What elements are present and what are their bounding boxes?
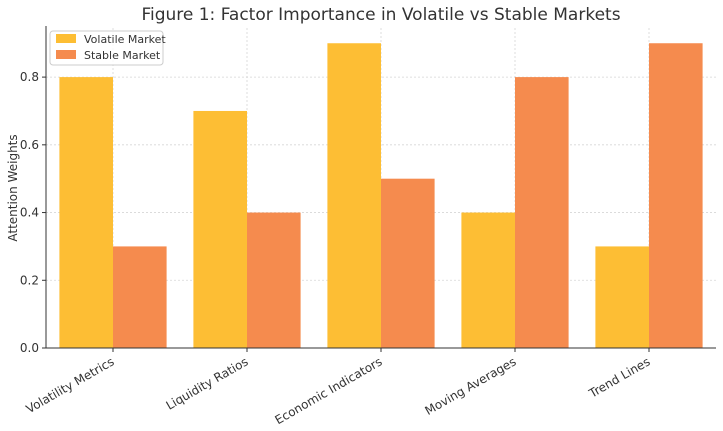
x-tick-label: Moving Averages: [423, 354, 519, 417]
x-tick-label: Volatility Metrics: [24, 354, 117, 416]
legend-swatch: [56, 34, 76, 43]
x-ticks: Volatility Metrics Liquidity Ratios Econom…: [24, 348, 653, 427]
y-tick-label: 0.4: [20, 206, 39, 220]
y-axis-label: Attention Weights: [6, 134, 20, 241]
chart-title: Figure 1: Factor Importance in Volatile …: [141, 5, 620, 25]
bar-stable: [649, 43, 703, 348]
legend-label: Volatile Market: [84, 33, 166, 46]
y-tick-label: 0.8: [20, 70, 39, 84]
y-tick-label: 0.6: [20, 138, 39, 152]
legend-label: Stable Market: [84, 49, 161, 62]
bar-volatile: [461, 212, 515, 348]
bar-volatile: [193, 110, 247, 349]
bar-volatile: [327, 43, 381, 348]
bars: [59, 43, 703, 349]
x-tick-label: Economic Indicators: [273, 354, 385, 427]
bar-stable: [247, 212, 301, 348]
x-tick-label: Liquidity Ratios: [164, 354, 251, 412]
x-tick-label: Trend Lines: [586, 354, 653, 401]
y-tick-label: 0.0: [20, 341, 39, 355]
legend: Volatile Market Stable Market: [49, 30, 166, 66]
y-ticks: 0.0 0.2 0.4 0.6 0.8: [20, 70, 46, 355]
legend-swatch: [56, 50, 76, 59]
bar-stable: [515, 77, 569, 349]
legend-box: [49, 30, 164, 66]
bar-stable: [381, 178, 435, 348]
bar-stable: [113, 246, 167, 348]
y-tick-label: 0.2: [20, 273, 39, 287]
bar-volatile: [59, 77, 113, 349]
bar-volatile: [595, 246, 649, 348]
